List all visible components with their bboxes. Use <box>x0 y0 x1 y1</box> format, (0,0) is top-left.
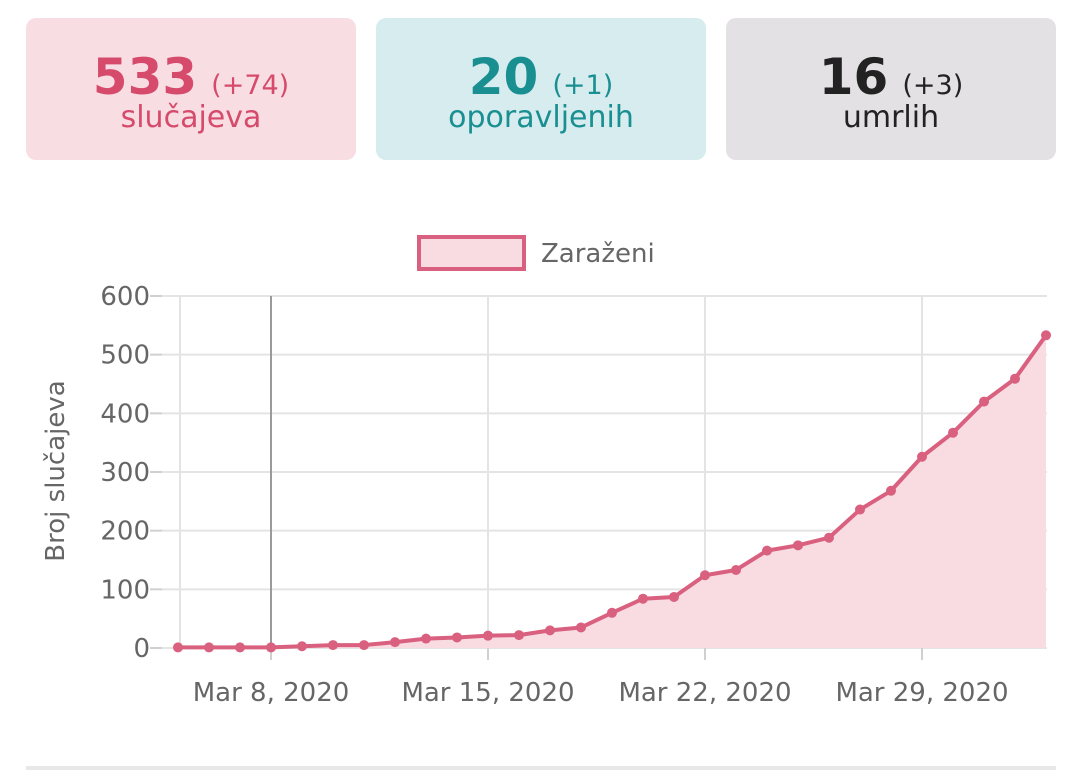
series-zarazeni-area <box>178 335 1046 648</box>
x-tick-label-2020-03-22: Mar 22, 2020 <box>618 678 791 708</box>
data-point-2020-03-11 <box>359 640 369 651</box>
data-point-2020-03-14 <box>452 632 462 643</box>
data-point-2020-03-26 <box>824 532 834 543</box>
recovered-delta: (+1) <box>552 70 614 101</box>
data-point-2020-03-09 <box>297 641 307 652</box>
data-point-2020-03-29 <box>917 451 927 462</box>
y-tick-label-0: 0 <box>133 634 150 664</box>
data-point-2020-03-21 <box>669 591 679 602</box>
data-point-2020-03-24 <box>762 545 772 556</box>
data-point-2020-03-12 <box>390 637 400 648</box>
cases-count: 533 <box>92 48 198 106</box>
data-point-2020-03-30 <box>948 427 958 438</box>
data-point-2020-03-13 <box>421 633 431 644</box>
legend-label-zarazeni: Zaraženi <box>541 239 655 269</box>
y-tick-label-400: 400 <box>100 399 150 429</box>
x-tick-label-2020-03-15: Mar 15, 2020 <box>401 678 574 708</box>
cases-label: slučajeva <box>120 100 262 135</box>
stats-cards: 533 (+74) slučajeva 20 (+1) oporavljenih 1… <box>26 18 1056 160</box>
series-zarazeni <box>173 330 1051 653</box>
data-point-2020-04-01 <box>1010 373 1020 384</box>
footer-divider <box>26 766 1056 770</box>
data-point-2020-03-20 <box>638 593 648 604</box>
recovered-label: oporavljenih <box>448 100 634 135</box>
y-tick-label-600: 600 <box>100 282 150 312</box>
y-tick-label-200: 200 <box>100 517 150 547</box>
deaths-card: 16 (+3) umrlih <box>726 18 1056 160</box>
y-tick-label-300: 300 <box>100 458 150 488</box>
legend: Zaraženi <box>417 235 655 271</box>
data-point-2020-03-06 <box>204 642 214 653</box>
data-point-2020-03-10 <box>328 640 338 651</box>
y-tick-label-500: 500 <box>100 341 150 371</box>
data-point-2020-04-02 <box>1041 330 1051 341</box>
data-point-2020-03-31 <box>979 396 989 407</box>
deaths-label: umrlih <box>842 100 940 135</box>
data-point-2020-03-16 <box>514 630 524 641</box>
data-point-2020-03-28 <box>886 485 896 496</box>
data-point-2020-03-08 <box>266 642 276 653</box>
data-point-2020-03-17 <box>545 625 555 636</box>
data-point-2020-03-23 <box>731 564 741 575</box>
deaths-count: 16 <box>818 48 889 106</box>
x-tick-label-2020-03-08: Mar 8, 2020 <box>193 678 350 708</box>
x-tick-label-2020-03-29: Mar 29, 2020 <box>835 678 1008 708</box>
cases-card: 533 (+74) slučajeva <box>26 18 356 160</box>
data-point-2020-03-18 <box>576 622 586 633</box>
recovered-count: 20 <box>468 48 539 106</box>
y-axis-label: Broj slučajeva <box>41 380 71 561</box>
y-tick-label-100: 100 <box>100 575 150 605</box>
data-point-2020-03-07 <box>235 642 245 653</box>
data-point-2020-03-19 <box>607 607 617 618</box>
recovered-card: 20 (+1) oporavljenih <box>376 18 706 160</box>
legend-swatch-zarazeni <box>417 235 526 271</box>
data-point-2020-03-27 <box>855 504 865 515</box>
data-point-2020-03-05 <box>173 642 183 653</box>
deaths-delta: (+3) <box>902 70 964 101</box>
data-point-2020-03-25 <box>793 540 803 551</box>
data-point-2020-03-22 <box>700 570 710 581</box>
data-point-2020-03-15 <box>483 630 493 641</box>
cases-delta: (+74) <box>211 70 290 101</box>
axes: 0 100 200 300 400 500 600 Mar 8, 2020 Mar 15, 20… <box>100 282 1008 708</box>
